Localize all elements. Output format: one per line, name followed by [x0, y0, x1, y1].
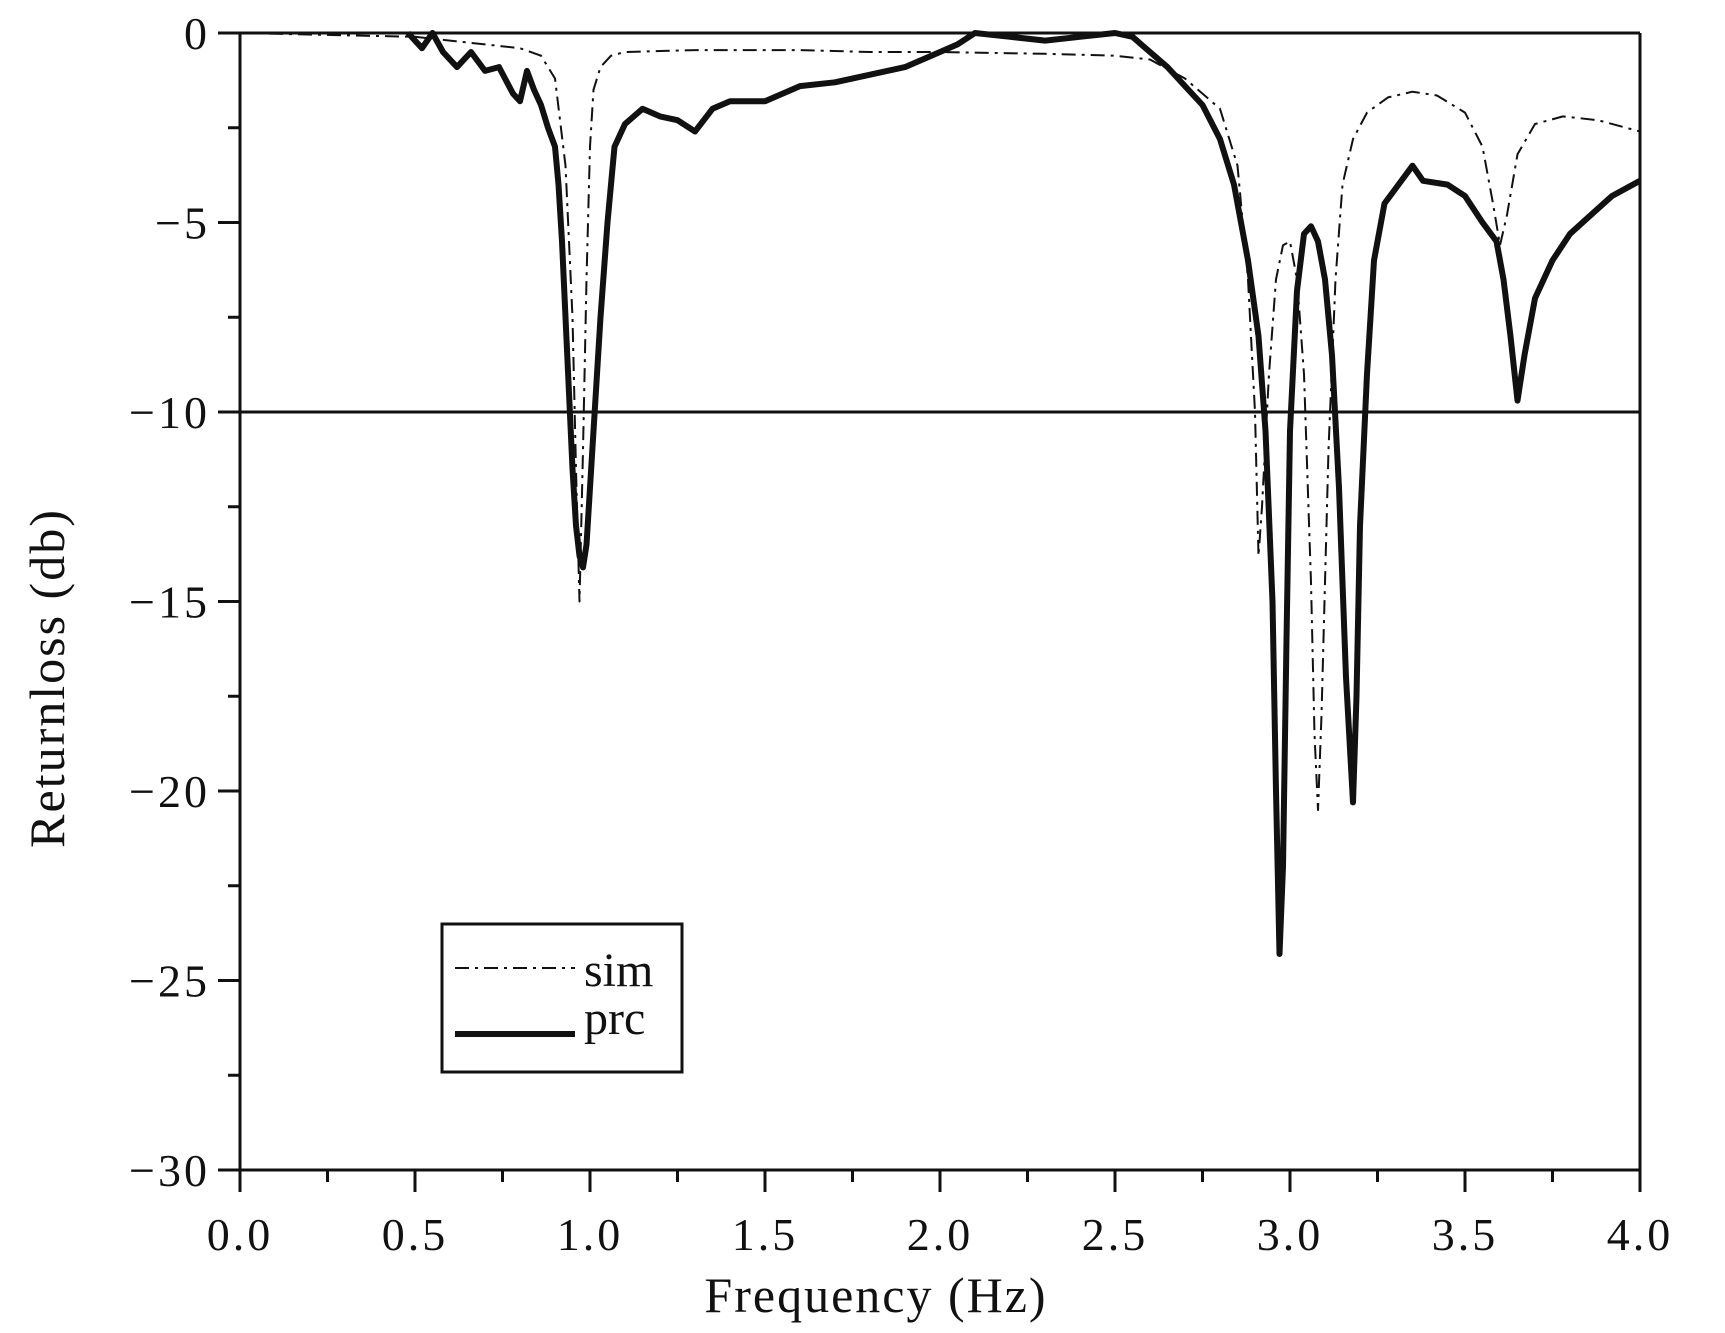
y-tick-label: 0 [184, 8, 210, 59]
y-axis-title: Returnloss (db) [19, 508, 75, 848]
legend-box [440, 922, 684, 1074]
x-tick-label: 1.0 [557, 1209, 624, 1260]
series-line-sim [239, 32, 1641, 811]
legend-label-sim: sim [584, 944, 653, 997]
series-line-prc [405, 30, 1642, 957]
y-tick-label: −30 [129, 1145, 210, 1196]
y-tick-label: −25 [129, 956, 210, 1007]
x-tick-label: 0.5 [382, 1209, 449, 1260]
y-tick-label: −15 [129, 577, 210, 628]
x-axis-title: Frequency (Hz) [704, 1267, 1047, 1323]
x-tick-label: 4.0 [1607, 1209, 1674, 1260]
x-tick-label: 3.0 [1257, 1209, 1324, 1260]
legend-label-prc: prc [584, 992, 645, 1045]
x-tick-label: 0.0 [207, 1209, 274, 1260]
y-tick-label: −10 [129, 387, 210, 438]
y-tick-label: −20 [129, 766, 210, 817]
x-tick-label: 3.5 [1432, 1209, 1499, 1260]
x-tick-label: 2.5 [1082, 1209, 1149, 1260]
x-tick-label: 1.5 [732, 1209, 799, 1260]
y-tick-label: −5 [155, 198, 210, 249]
legend: sim prc [440, 922, 684, 1074]
x-tick-label: 2.0 [907, 1209, 974, 1260]
